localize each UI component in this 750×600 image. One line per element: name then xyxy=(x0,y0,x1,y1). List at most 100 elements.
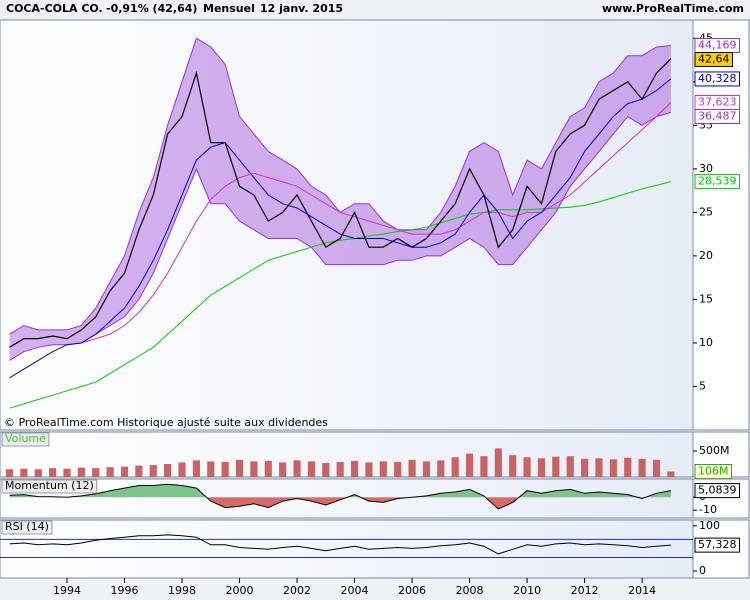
volume-bar xyxy=(178,462,186,477)
volume-bar xyxy=(408,459,416,477)
y-tick-label: 15 xyxy=(699,292,713,305)
volume-bar xyxy=(451,457,459,477)
volume-bar xyxy=(379,461,387,477)
last-value-box xyxy=(694,52,733,68)
x-tick-label: 2002 xyxy=(283,584,311,597)
volume-bar xyxy=(135,465,143,477)
volume-bar xyxy=(149,465,157,477)
x-tick-label: 2000 xyxy=(226,584,254,597)
y-tick-label: 5 xyxy=(699,379,706,392)
volume-bar xyxy=(667,471,675,477)
last-value-label: 106M xyxy=(698,464,729,477)
y-tick-label: 100 xyxy=(699,519,720,532)
last-value-label: 57,328 xyxy=(698,538,737,551)
series-line xyxy=(9,78,672,379)
last-value-box xyxy=(694,537,740,553)
panel-title-box xyxy=(1,432,50,447)
volume-bar xyxy=(624,457,632,477)
panel-title-box xyxy=(1,520,53,535)
x-tick-label: 1998 xyxy=(168,584,196,597)
volume-bar xyxy=(279,462,287,477)
volume-bar xyxy=(322,462,330,477)
y-tick-label: 0 xyxy=(699,564,706,577)
plot-area xyxy=(0,534,693,558)
volume-bar xyxy=(465,453,474,477)
volume-bar xyxy=(5,469,14,477)
y-tick-label: 25 xyxy=(699,205,713,218)
plot-area xyxy=(9,483,671,510)
x-tick-label: 2004 xyxy=(341,584,369,597)
x-tick-label: 2014 xyxy=(628,584,656,597)
volume-bar xyxy=(394,461,402,477)
volume-bar xyxy=(250,461,258,477)
panel-title: RSI (14) xyxy=(5,520,49,533)
volume-bar xyxy=(164,463,172,477)
x-tick-label: 2006 xyxy=(398,584,426,597)
panel-background xyxy=(0,478,694,519)
x-tick-label: 2012 xyxy=(571,584,599,597)
annotation: © ProRealTime.com Historique ajusté suit… xyxy=(4,416,328,429)
volume-bar xyxy=(307,461,316,477)
rsi-line xyxy=(9,534,671,555)
volume-bar xyxy=(336,461,344,477)
axis-background xyxy=(692,19,750,431)
series-line xyxy=(9,181,672,409)
volume-bar xyxy=(192,460,200,477)
volume-bar xyxy=(92,468,100,477)
x-tick-label: 2010 xyxy=(513,584,541,597)
volume-bar xyxy=(494,448,502,477)
volume-bar xyxy=(437,460,445,477)
last-value-label: 44,169 xyxy=(698,39,737,52)
volume-bar xyxy=(221,461,229,477)
x-tick-label: 2008 xyxy=(456,584,484,597)
bollinger-fill xyxy=(9,38,671,361)
last-value-label: 37,623 xyxy=(698,95,737,108)
panel-background xyxy=(0,519,694,579)
volume-bar xyxy=(49,468,57,477)
y-tick-label: 500M xyxy=(699,444,730,457)
volume-bar xyxy=(480,456,488,477)
x-tick-label: 1994 xyxy=(53,584,81,597)
volume-bar xyxy=(264,460,272,477)
last-value-label: 42,64 xyxy=(698,53,730,66)
volume-bar xyxy=(609,459,617,477)
volume-bar xyxy=(293,460,301,477)
last-value-box xyxy=(694,174,740,190)
last-value-label: 5,0839 xyxy=(698,484,737,497)
panel-background xyxy=(0,431,694,478)
volume-bar xyxy=(77,467,85,477)
volume-bar xyxy=(638,458,646,477)
y-tick-label: 30 xyxy=(699,162,713,175)
last-value-box xyxy=(694,108,740,124)
volume-bar xyxy=(235,459,244,477)
volume-bar xyxy=(63,468,71,477)
series-line xyxy=(9,111,672,361)
x-tick-label: 1996 xyxy=(111,584,139,597)
y-tick-label: 20 xyxy=(699,249,713,262)
date: 12 janv. 2015 xyxy=(260,2,343,15)
volume-bar xyxy=(350,460,359,477)
volume-bar xyxy=(106,467,114,477)
volume-bar xyxy=(34,469,42,477)
panel-title: Volume xyxy=(5,432,46,445)
stock-change: -0,91% (42,64) xyxy=(106,2,197,15)
volume-bar xyxy=(537,458,546,477)
y-tick-label: 10 xyxy=(699,336,713,349)
site: www.ProRealTime.com xyxy=(602,2,744,15)
volume-bar xyxy=(523,457,531,477)
momentum-positive xyxy=(9,484,671,498)
last-value-label: 36,487 xyxy=(698,109,737,122)
momentum-negative xyxy=(206,497,646,509)
series-line xyxy=(81,102,672,344)
last-value-label: 28,539 xyxy=(698,175,737,188)
last-value-box xyxy=(694,71,740,87)
volume-bar xyxy=(652,459,661,477)
momentum-line xyxy=(9,483,671,510)
last-value-box xyxy=(694,483,740,499)
volume-bar xyxy=(20,468,28,477)
panel-title-box xyxy=(1,479,98,494)
last-value-box xyxy=(694,463,732,479)
period: Mensuel xyxy=(203,2,255,15)
stock-name: COCA-COLA CO. xyxy=(6,2,103,15)
